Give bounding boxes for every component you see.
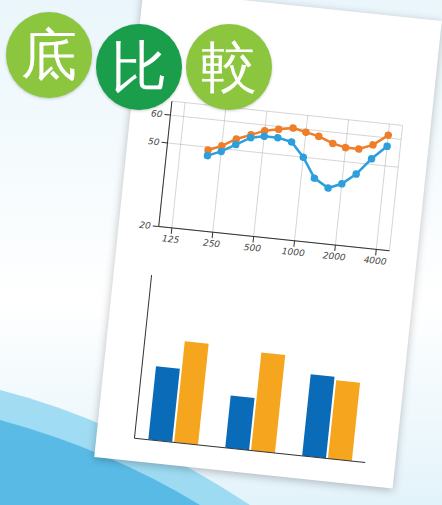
html-text:比: 比 (111, 34, 167, 99)
html-text:底: 底 (21, 22, 77, 87)
html-text:較: 較 (201, 34, 257, 99)
svg-text:2000: 2000 (322, 250, 346, 262)
svg-text:50: 50 (148, 136, 161, 147)
svg-text:500: 500 (243, 242, 261, 254)
svg-text:1000: 1000 (281, 246, 305, 258)
svg-text:250: 250 (202, 238, 220, 250)
svg-text:60: 60 (151, 108, 164, 119)
svg-text:20: 20 (139, 220, 152, 231)
svg-text:125: 125 (162, 233, 180, 245)
svg-text:4000: 4000 (363, 255, 387, 267)
